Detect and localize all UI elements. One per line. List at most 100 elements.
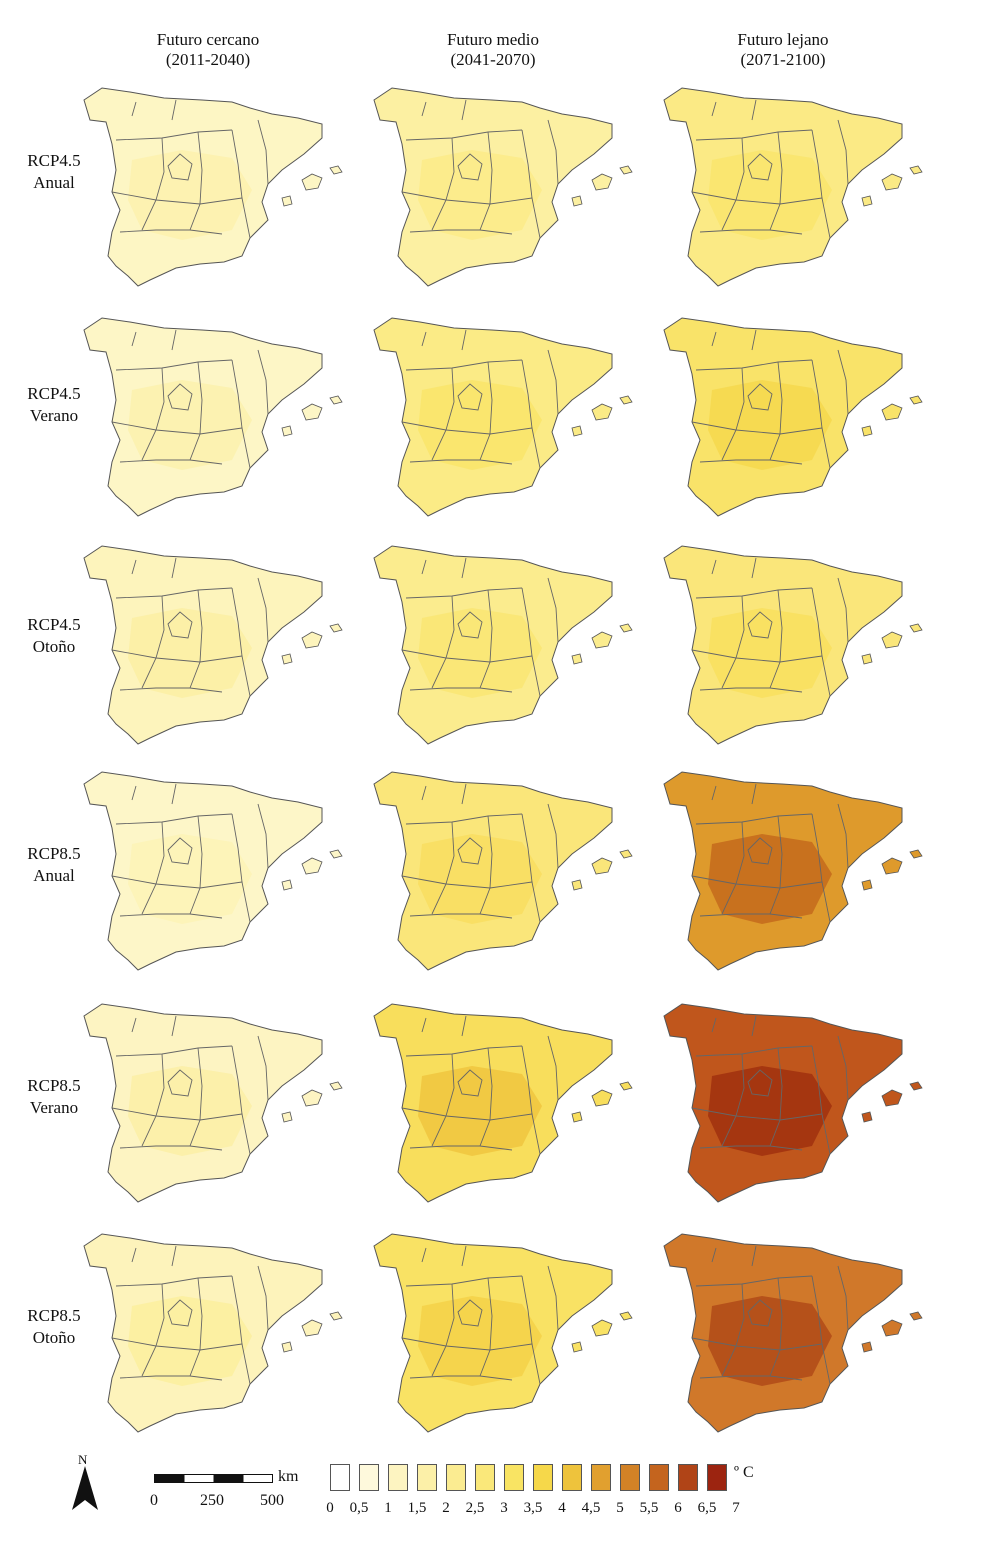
region-border xyxy=(167,1299,193,1327)
region-border xyxy=(115,359,233,371)
region-border xyxy=(699,229,803,235)
region-border xyxy=(115,587,233,599)
region-border xyxy=(421,1015,467,1037)
balearic-island xyxy=(619,1311,633,1321)
legend-tick-label: 3 xyxy=(500,1500,508,1516)
map-spain-3-3 xyxy=(652,538,937,756)
region-border xyxy=(547,803,559,869)
region-border xyxy=(691,191,823,205)
region-border xyxy=(257,803,269,869)
legend-tick-label: 4 xyxy=(558,1500,566,1516)
region-border xyxy=(711,329,757,351)
balearic-island xyxy=(861,653,873,665)
row-season: Anual xyxy=(33,866,75,885)
balearic-island xyxy=(281,425,293,437)
region-border xyxy=(409,1145,513,1151)
column-title: Futuro cercano xyxy=(156,30,260,49)
region-border xyxy=(189,131,203,231)
region-border xyxy=(747,383,773,411)
map-svg xyxy=(663,545,923,745)
region-border xyxy=(711,557,757,579)
balearic-island xyxy=(861,1111,873,1123)
region-border xyxy=(811,587,831,697)
region-border xyxy=(747,611,773,639)
intensity-patch xyxy=(128,1296,252,1386)
region-border xyxy=(699,459,803,465)
region-border xyxy=(421,1245,467,1267)
region-border xyxy=(189,589,203,689)
region-border xyxy=(811,359,831,469)
color-legend: º C 0 0,5 1 1,5 2 2,5 3 3,5 4 4,5 5 5,5 6 6,5 7 xyxy=(326,1462,796,1532)
balearic-island xyxy=(881,1089,903,1107)
map-spain-1-1 xyxy=(72,80,357,298)
balearic-island xyxy=(881,631,903,649)
row-label-rcp85-verano: RCP8.5 Verano xyxy=(4,1075,104,1119)
region-border xyxy=(691,875,823,889)
region-border xyxy=(695,587,813,599)
region-border xyxy=(131,783,177,805)
balearic-island xyxy=(329,395,343,405)
scale-bar-graphic xyxy=(154,1474,273,1483)
map-svg xyxy=(373,1233,633,1433)
map-spain-5-2 xyxy=(362,996,647,1214)
map-svg xyxy=(663,1233,923,1433)
region-border xyxy=(189,1047,203,1147)
legend-tick-label: 4,5 xyxy=(581,1500,601,1516)
row-scenario: RCP8.5 xyxy=(27,1306,81,1325)
map-svg xyxy=(83,1233,343,1433)
map-spain-1-2 xyxy=(362,80,647,298)
region-border xyxy=(521,1275,541,1385)
scale-label-0: 0 xyxy=(150,1492,158,1509)
region-border xyxy=(131,557,177,579)
region-border xyxy=(115,1275,233,1287)
region-border xyxy=(405,1045,523,1057)
balearic-island xyxy=(281,1341,293,1353)
region-border xyxy=(721,821,745,915)
region-border xyxy=(119,913,223,919)
region-border xyxy=(837,577,849,643)
intensity-patch xyxy=(128,608,252,698)
legend-swatch xyxy=(330,1464,350,1491)
map-spain-2-2 xyxy=(362,310,647,528)
region-border xyxy=(811,129,831,239)
map-svg xyxy=(83,1003,343,1203)
balearic-island xyxy=(571,879,583,891)
map-spain-6-2 xyxy=(362,1226,647,1444)
region-border xyxy=(747,1299,773,1327)
intensity-patch xyxy=(128,834,252,924)
region-border xyxy=(837,1035,849,1101)
region-border xyxy=(691,649,823,663)
region-border xyxy=(547,119,559,185)
balearic-island xyxy=(591,1319,613,1337)
region-border xyxy=(131,329,177,351)
map-svg xyxy=(373,317,633,517)
map-spain-6-3 xyxy=(652,1226,937,1444)
region-border xyxy=(119,459,223,465)
map-spain-5-1 xyxy=(72,996,357,1214)
region-border xyxy=(721,367,745,461)
balearic-island xyxy=(571,425,583,437)
region-border xyxy=(837,803,849,869)
region-border xyxy=(711,783,757,805)
intensity-patch xyxy=(708,1066,832,1156)
balearic-island xyxy=(909,623,923,633)
intensity-patch xyxy=(708,608,832,698)
balearic-island xyxy=(861,879,873,891)
balearic-island xyxy=(301,1319,323,1337)
row-season: Verano xyxy=(29,406,79,425)
region-border xyxy=(141,367,165,461)
region-border xyxy=(837,1265,849,1331)
legend-tick-label: 5,5 xyxy=(639,1500,659,1516)
legend-swatch xyxy=(533,1464,553,1491)
map-spain-4-2 xyxy=(362,764,647,982)
region-border xyxy=(431,367,455,461)
region-border xyxy=(811,1275,831,1385)
balearic-island xyxy=(301,1089,323,1107)
region-border xyxy=(131,1245,177,1267)
balearic-island xyxy=(909,849,923,859)
legend-swatch xyxy=(504,1464,524,1491)
map-svg xyxy=(83,545,343,745)
region-border xyxy=(401,875,533,889)
region-border xyxy=(769,1277,783,1377)
map-svg xyxy=(83,771,343,971)
